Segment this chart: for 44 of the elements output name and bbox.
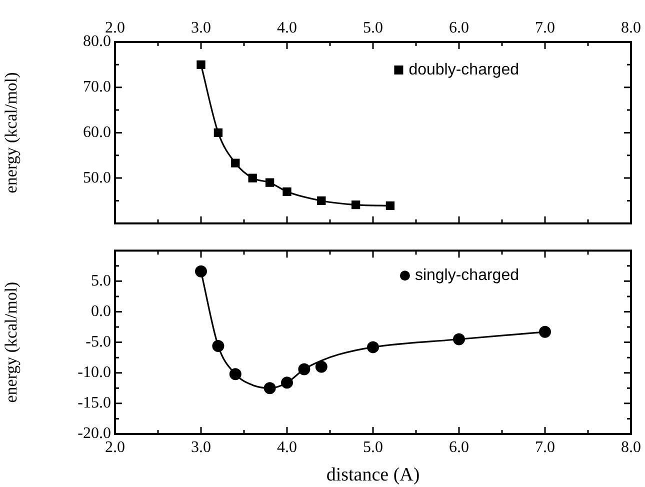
point bbox=[195, 265, 207, 278]
point bbox=[229, 368, 242, 380]
x-tick-label: 3.0 bbox=[191, 438, 211, 456]
x-axis-title: distance (A) bbox=[326, 464, 420, 486]
point bbox=[453, 333, 465, 346]
point bbox=[282, 187, 292, 196]
point bbox=[248, 174, 257, 182]
x-tick-label: 8.0 bbox=[621, 20, 641, 37]
x-tick-label: 3.0 bbox=[191, 20, 211, 37]
point bbox=[231, 158, 240, 168]
y-axis-title: energy (kcal/mol) bbox=[2, 72, 21, 194]
y-axis-title: energy (kcal/mol) bbox=[2, 282, 21, 403]
x-tick-label: 6.0 bbox=[449, 438, 469, 456]
point bbox=[196, 60, 206, 70]
x-tick-label: 6.0 bbox=[449, 20, 469, 37]
y-tick-label: -15.0 bbox=[78, 394, 111, 412]
legend-label: singly-charged bbox=[414, 267, 520, 284]
point bbox=[281, 376, 293, 389]
point bbox=[386, 201, 395, 210]
y-tick-label: -10.0 bbox=[78, 364, 111, 382]
point bbox=[298, 363, 310, 376]
x-tick-label: 7.0 bbox=[535, 20, 555, 37]
point bbox=[214, 128, 223, 138]
y-tick-label: 50.0 bbox=[83, 169, 111, 186]
x-tick-label: 4.0 bbox=[277, 438, 297, 456]
y-tick-label: 60.0 bbox=[83, 124, 111, 141]
point bbox=[351, 200, 360, 210]
y-tick-label: 5.0 bbox=[91, 272, 111, 290]
point bbox=[315, 360, 328, 373]
point bbox=[317, 196, 326, 206]
y-tick-label: 70.0 bbox=[83, 78, 111, 96]
x-tick-label: 8.0 bbox=[621, 438, 641, 456]
y-tick-label: -5.0 bbox=[86, 334, 111, 351]
point bbox=[265, 178, 274, 187]
y-tick-label: 0.0 bbox=[91, 302, 111, 320]
point bbox=[264, 382, 276, 394]
legend-label: doubly-charged bbox=[408, 61, 519, 78]
point bbox=[539, 326, 551, 338]
point bbox=[212, 340, 224, 352]
x-tick-label: 5.0 bbox=[363, 20, 383, 37]
x-tick-label: 4.0 bbox=[277, 20, 297, 37]
x-tick-label: 5.0 bbox=[363, 438, 383, 456]
point bbox=[367, 341, 379, 354]
x-tick-label: 7.0 bbox=[535, 438, 555, 456]
